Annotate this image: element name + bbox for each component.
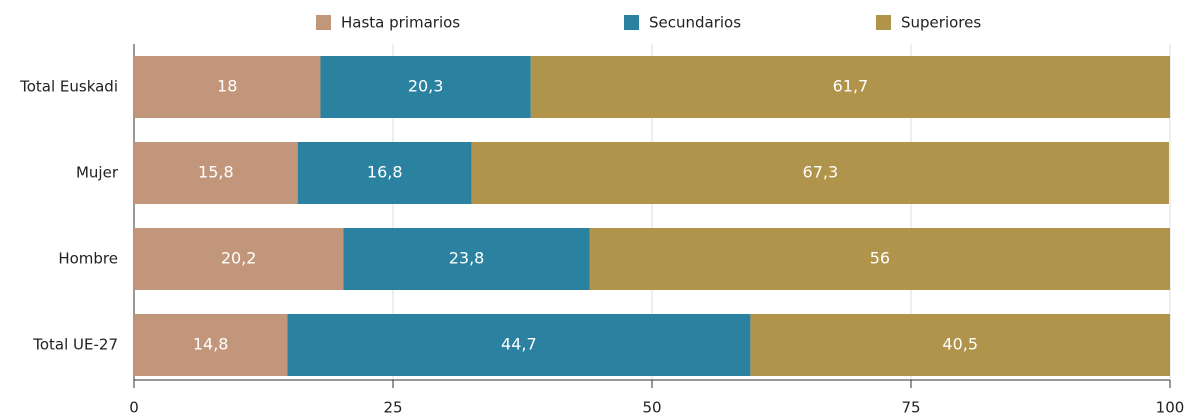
x-tick-label: 25 (383, 399, 402, 416)
bar-segment (343, 228, 590, 290)
y-tick-label: Hombre (58, 250, 118, 268)
bar-segment (134, 314, 288, 376)
bar-segment (134, 142, 298, 204)
data-label: 16,8 (367, 163, 403, 182)
x-tick-label: 75 (901, 399, 920, 416)
data-label: 67,3 (803, 163, 839, 182)
data-label: 20,3 (408, 77, 444, 96)
data-label: 61,7 (833, 77, 869, 96)
data-label: 20,2 (221, 249, 257, 268)
legend-swatch (316, 15, 331, 30)
legend-swatch (876, 15, 891, 30)
legend-swatch (624, 15, 639, 30)
legend-label: Superiores (901, 14, 981, 32)
data-label: 40,5 (942, 335, 978, 354)
legend-label: Hasta primarios (341, 14, 460, 32)
bar-segment (589, 228, 1170, 290)
x-tick-label: 0 (129, 399, 139, 416)
x-tick-label: 100 (1156, 399, 1185, 416)
bar-segment (134, 56, 321, 118)
data-label: 56 (870, 249, 890, 268)
y-tick-label: Mujer (76, 164, 119, 182)
legend-label: Secundarios (649, 14, 741, 32)
bar-segment (750, 314, 1170, 376)
bar-segment (287, 314, 751, 376)
data-label: 23,8 (449, 249, 485, 268)
bar-segment (530, 56, 1170, 118)
bar-segment (134, 228, 344, 290)
data-label: 14,8 (193, 335, 229, 354)
y-tick-label: Total UE-27 (32, 336, 118, 354)
bar-segment (320, 56, 531, 118)
data-label: 15,8 (198, 163, 234, 182)
bar-segment (471, 142, 1169, 204)
bar-segment (297, 142, 472, 204)
x-tick-label: 50 (642, 399, 661, 416)
data-label: 44,7 (501, 335, 537, 354)
data-label: 18 (217, 77, 237, 96)
y-tick-label: Total Euskadi (19, 78, 118, 96)
